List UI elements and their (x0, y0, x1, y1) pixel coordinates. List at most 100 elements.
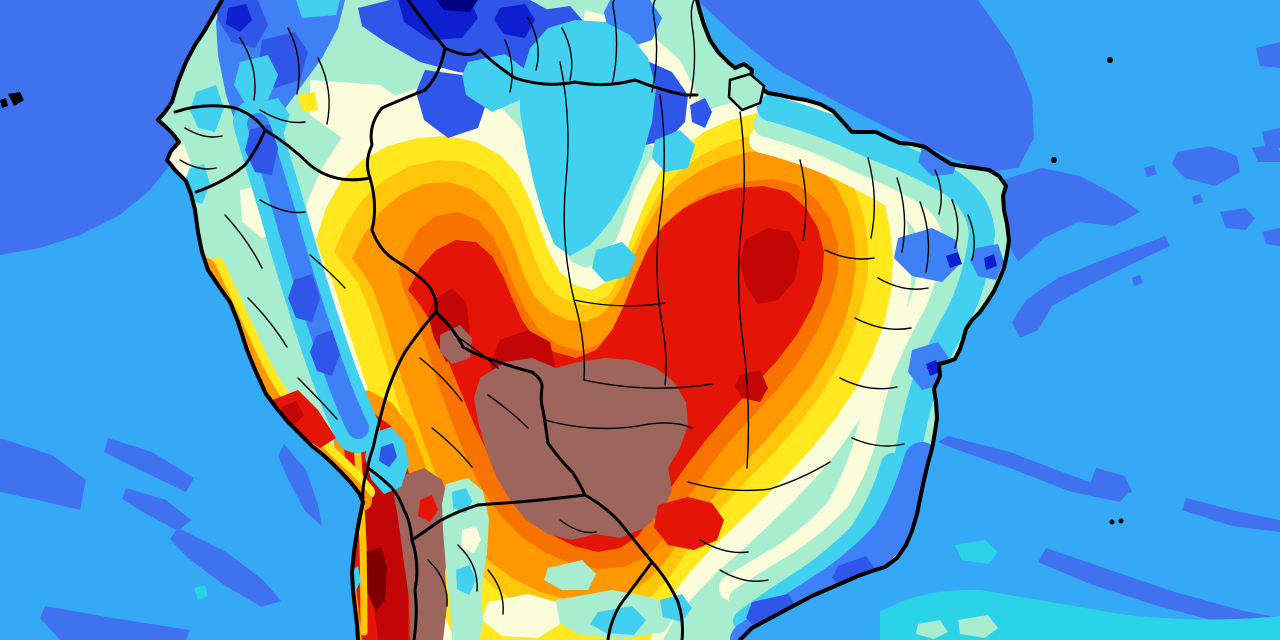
temp-zone (894, 228, 960, 282)
state-border (559, 519, 597, 534)
andes-royal-patches (245, 124, 340, 376)
state-border (179, 159, 217, 170)
state-border (687, 461, 831, 492)
ocean-cyan-patch (955, 540, 998, 564)
temp-zone (984, 254, 997, 270)
state-border (487, 569, 504, 615)
south-cream-patch (482, 594, 560, 638)
island-dot (1118, 518, 1124, 524)
temp-zone (440, 325, 472, 364)
temp-zone (652, 130, 695, 172)
temp-zone (544, 560, 596, 590)
state-border (839, 377, 898, 390)
state-border (454, 334, 499, 369)
brown-red-mottle (418, 495, 438, 522)
state-border (877, 277, 929, 290)
state-border (967, 214, 975, 261)
state-border (824, 249, 875, 260)
state-border (224, 214, 263, 269)
border-bolivia-paraguay (476, 493, 587, 507)
altiplano-cyan-spots (452, 488, 476, 595)
altiplano-mint-band (442, 478, 489, 640)
state-border (457, 544, 478, 592)
temp-zone (946, 252, 962, 268)
state-border (544, 419, 693, 430)
ocean-cyan-patch (194, 585, 208, 600)
border-colombia-ecuador (173, 104, 267, 132)
temp-zone (462, 54, 526, 112)
ne-coast-cream-band (719, 127, 947, 601)
amazon-cold-tongue (234, 0, 695, 282)
temp-zone (456, 565, 476, 595)
ocean-mint-spot (958, 615, 998, 638)
ocean-cold-patch (1256, 42, 1280, 68)
ocean-cold-patch (104, 438, 194, 492)
ocean-mint-spots (916, 615, 998, 639)
border-chile-argentina (410, 538, 419, 640)
state-border (583, 379, 713, 389)
state-border (737, 111, 750, 469)
ocean-cold-patch (1012, 236, 1170, 338)
ocean-cold-patch (938, 436, 1128, 502)
temp-zone (452, 488, 472, 513)
temp-zone (288, 274, 320, 322)
state-border (184, 127, 223, 138)
temp-zone (310, 330, 340, 376)
temp-zone (234, 55, 278, 105)
state-borders (179, 0, 975, 615)
state-border (934, 169, 942, 215)
state-border (427, 559, 448, 607)
border-guyana (611, 0, 618, 86)
state-border (896, 177, 906, 253)
temp-zone (735, 370, 768, 402)
ocean-cold-patch (1172, 146, 1240, 186)
state-border (259, 199, 306, 214)
ocean-cold-patch (170, 528, 281, 607)
state-border (699, 539, 749, 554)
border-bolivia-argentina (410, 503, 480, 542)
marajo-island (727, 72, 766, 112)
ocean-cold-patch (122, 488, 191, 531)
temp-zone (226, 4, 252, 32)
ocean-cold-patch (1000, 168, 1140, 262)
ocean-cold-patch (0, 438, 86, 510)
border-paraguay-argentina (606, 560, 654, 640)
ocean-cold-patch (697, 0, 1034, 172)
island-dot (1109, 519, 1115, 525)
border-colombia-brazil (365, 46, 447, 180)
ocean-cold-patch (1262, 128, 1280, 148)
island-dot (1051, 157, 1057, 163)
state-border (487, 394, 529, 429)
ocean-cold-patch (1262, 228, 1280, 246)
state-border (851, 437, 905, 447)
temp-zone (474, 358, 688, 540)
temp-zone (926, 360, 940, 376)
ocean-cold-patch (0, 0, 225, 255)
ocean-mint-spot (916, 620, 948, 639)
border-ecuador-peru (194, 128, 267, 194)
state-border (309, 254, 346, 289)
island-dots (0, 57, 1124, 525)
border-chile-peru (361, 466, 370, 500)
state-border (239, 37, 256, 101)
temp-zone (296, 0, 340, 18)
temp-zone (494, 4, 535, 38)
ocean-cold-patch (1192, 194, 1203, 205)
border-venezuela-brazil (443, 46, 699, 97)
ocean-cold-patch (1220, 208, 1255, 230)
state-border (419, 357, 463, 402)
island-dot (8, 92, 24, 106)
state-border (719, 569, 769, 582)
ocean-cold-patch (1038, 548, 1280, 632)
state-border (573, 299, 666, 307)
temp-zone (690, 98, 712, 128)
state-border (919, 201, 930, 273)
temp-zone (592, 242, 636, 282)
ocean-cold-patch (278, 444, 322, 526)
south-cyan-patches (590, 594, 692, 635)
border-french-guiana (689, 0, 696, 99)
ocean-cold-patch (1182, 498, 1280, 532)
